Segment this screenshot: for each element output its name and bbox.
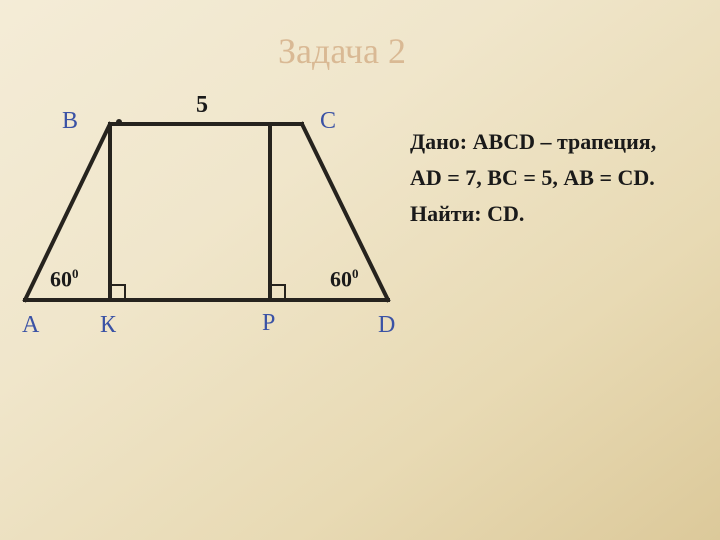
right-angle-P-icon — [270, 285, 285, 300]
angle-label-right: 600 — [330, 266, 359, 292]
angle-right-base: 60 — [330, 266, 352, 291]
angle-left-base: 60 — [50, 266, 72, 291]
trapezoid-diagram — [0, 0, 720, 540]
angle-label-left: 600 — [50, 266, 79, 292]
vertex-label-C: С — [320, 108, 336, 135]
angle-right-exp: 0 — [352, 266, 359, 281]
vertex-label-B: В — [62, 108, 78, 135]
vertex-label-A: А — [22, 312, 39, 339]
vertex-label-K: К — [100, 312, 116, 339]
vertex-label-P: Р — [262, 310, 275, 337]
point-dot — [116, 119, 122, 125]
bc-length-label: 5 — [196, 92, 208, 119]
right-angle-K-icon — [110, 285, 125, 300]
vertex-label-D: D — [378, 312, 395, 339]
angle-left-exp: 0 — [72, 266, 79, 281]
